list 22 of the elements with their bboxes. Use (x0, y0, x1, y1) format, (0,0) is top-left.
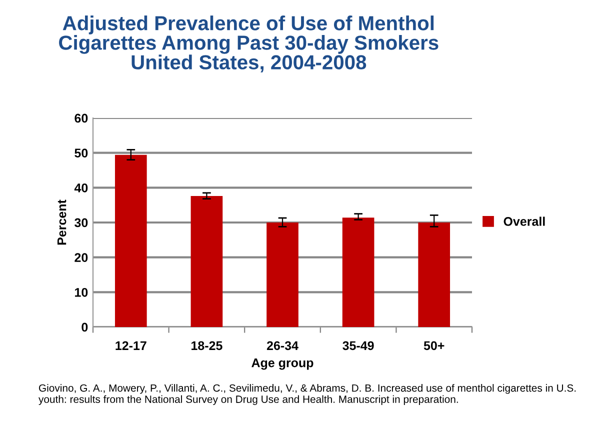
bar (266, 222, 298, 327)
x-axis-title: Age group (252, 358, 314, 370)
x-tick-label: 12-17 (116, 341, 146, 350)
x-tick-label: 26-34 (266, 341, 298, 350)
bar (418, 222, 450, 327)
x-tick-label: 50+ (424, 341, 444, 350)
bar (190, 196, 223, 327)
y-tick-label: 60 (74, 114, 88, 123)
y-tick-label: 0 (82, 322, 88, 332)
y-tick-label: 30 (74, 218, 88, 228)
y-tick-label: 40 (74, 183, 88, 192)
chart-title: Adjusted Prevalence of Use of Menthol Cigarettes Among Past 30-day Smokers United States, 2004-2008 (59, 16, 438, 72)
x-tick-label: 18-25 (192, 341, 222, 350)
legend-label: Overall (504, 216, 545, 226)
y-tick-label: 10 (75, 288, 88, 297)
x-tick-label: 35-49 (342, 341, 374, 350)
bar (114, 154, 147, 327)
y-axis-title: Percent (57, 200, 66, 245)
bar (342, 218, 374, 327)
text: Giovino, G. A., Mowery, P., Villanti, A. C., Sevilimedu, V., & Abrams, D. B. Increased use of menthol cigarettes in U.S. youth: results from the National Survey on Drug Use and Health. Manuscript in preparation. (38, 384, 576, 405)
y-tick-label: 20 (74, 253, 88, 262)
y-tick-label: 50 (74, 148, 88, 158)
